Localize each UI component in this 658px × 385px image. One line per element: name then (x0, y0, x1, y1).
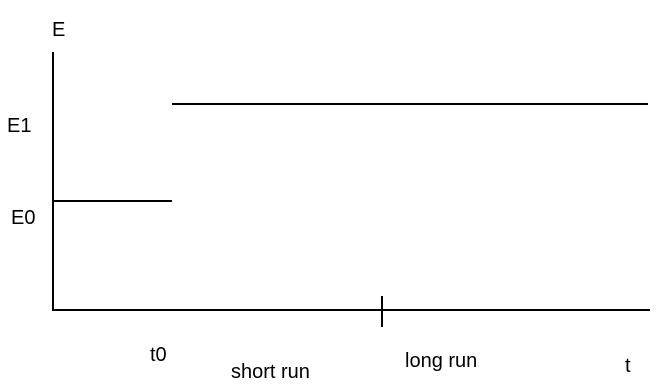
y-tick-label-e1: E1 (7, 115, 31, 137)
x-tick-label-t0: t0 (150, 344, 167, 366)
y-axis-label: E (52, 19, 65, 41)
region-label-short-run: short run (231, 361, 310, 383)
region-label-long-run: long run (405, 350, 477, 372)
x-axis-label: t (625, 355, 631, 377)
y-tick-label-e0: E0 (11, 207, 35, 229)
